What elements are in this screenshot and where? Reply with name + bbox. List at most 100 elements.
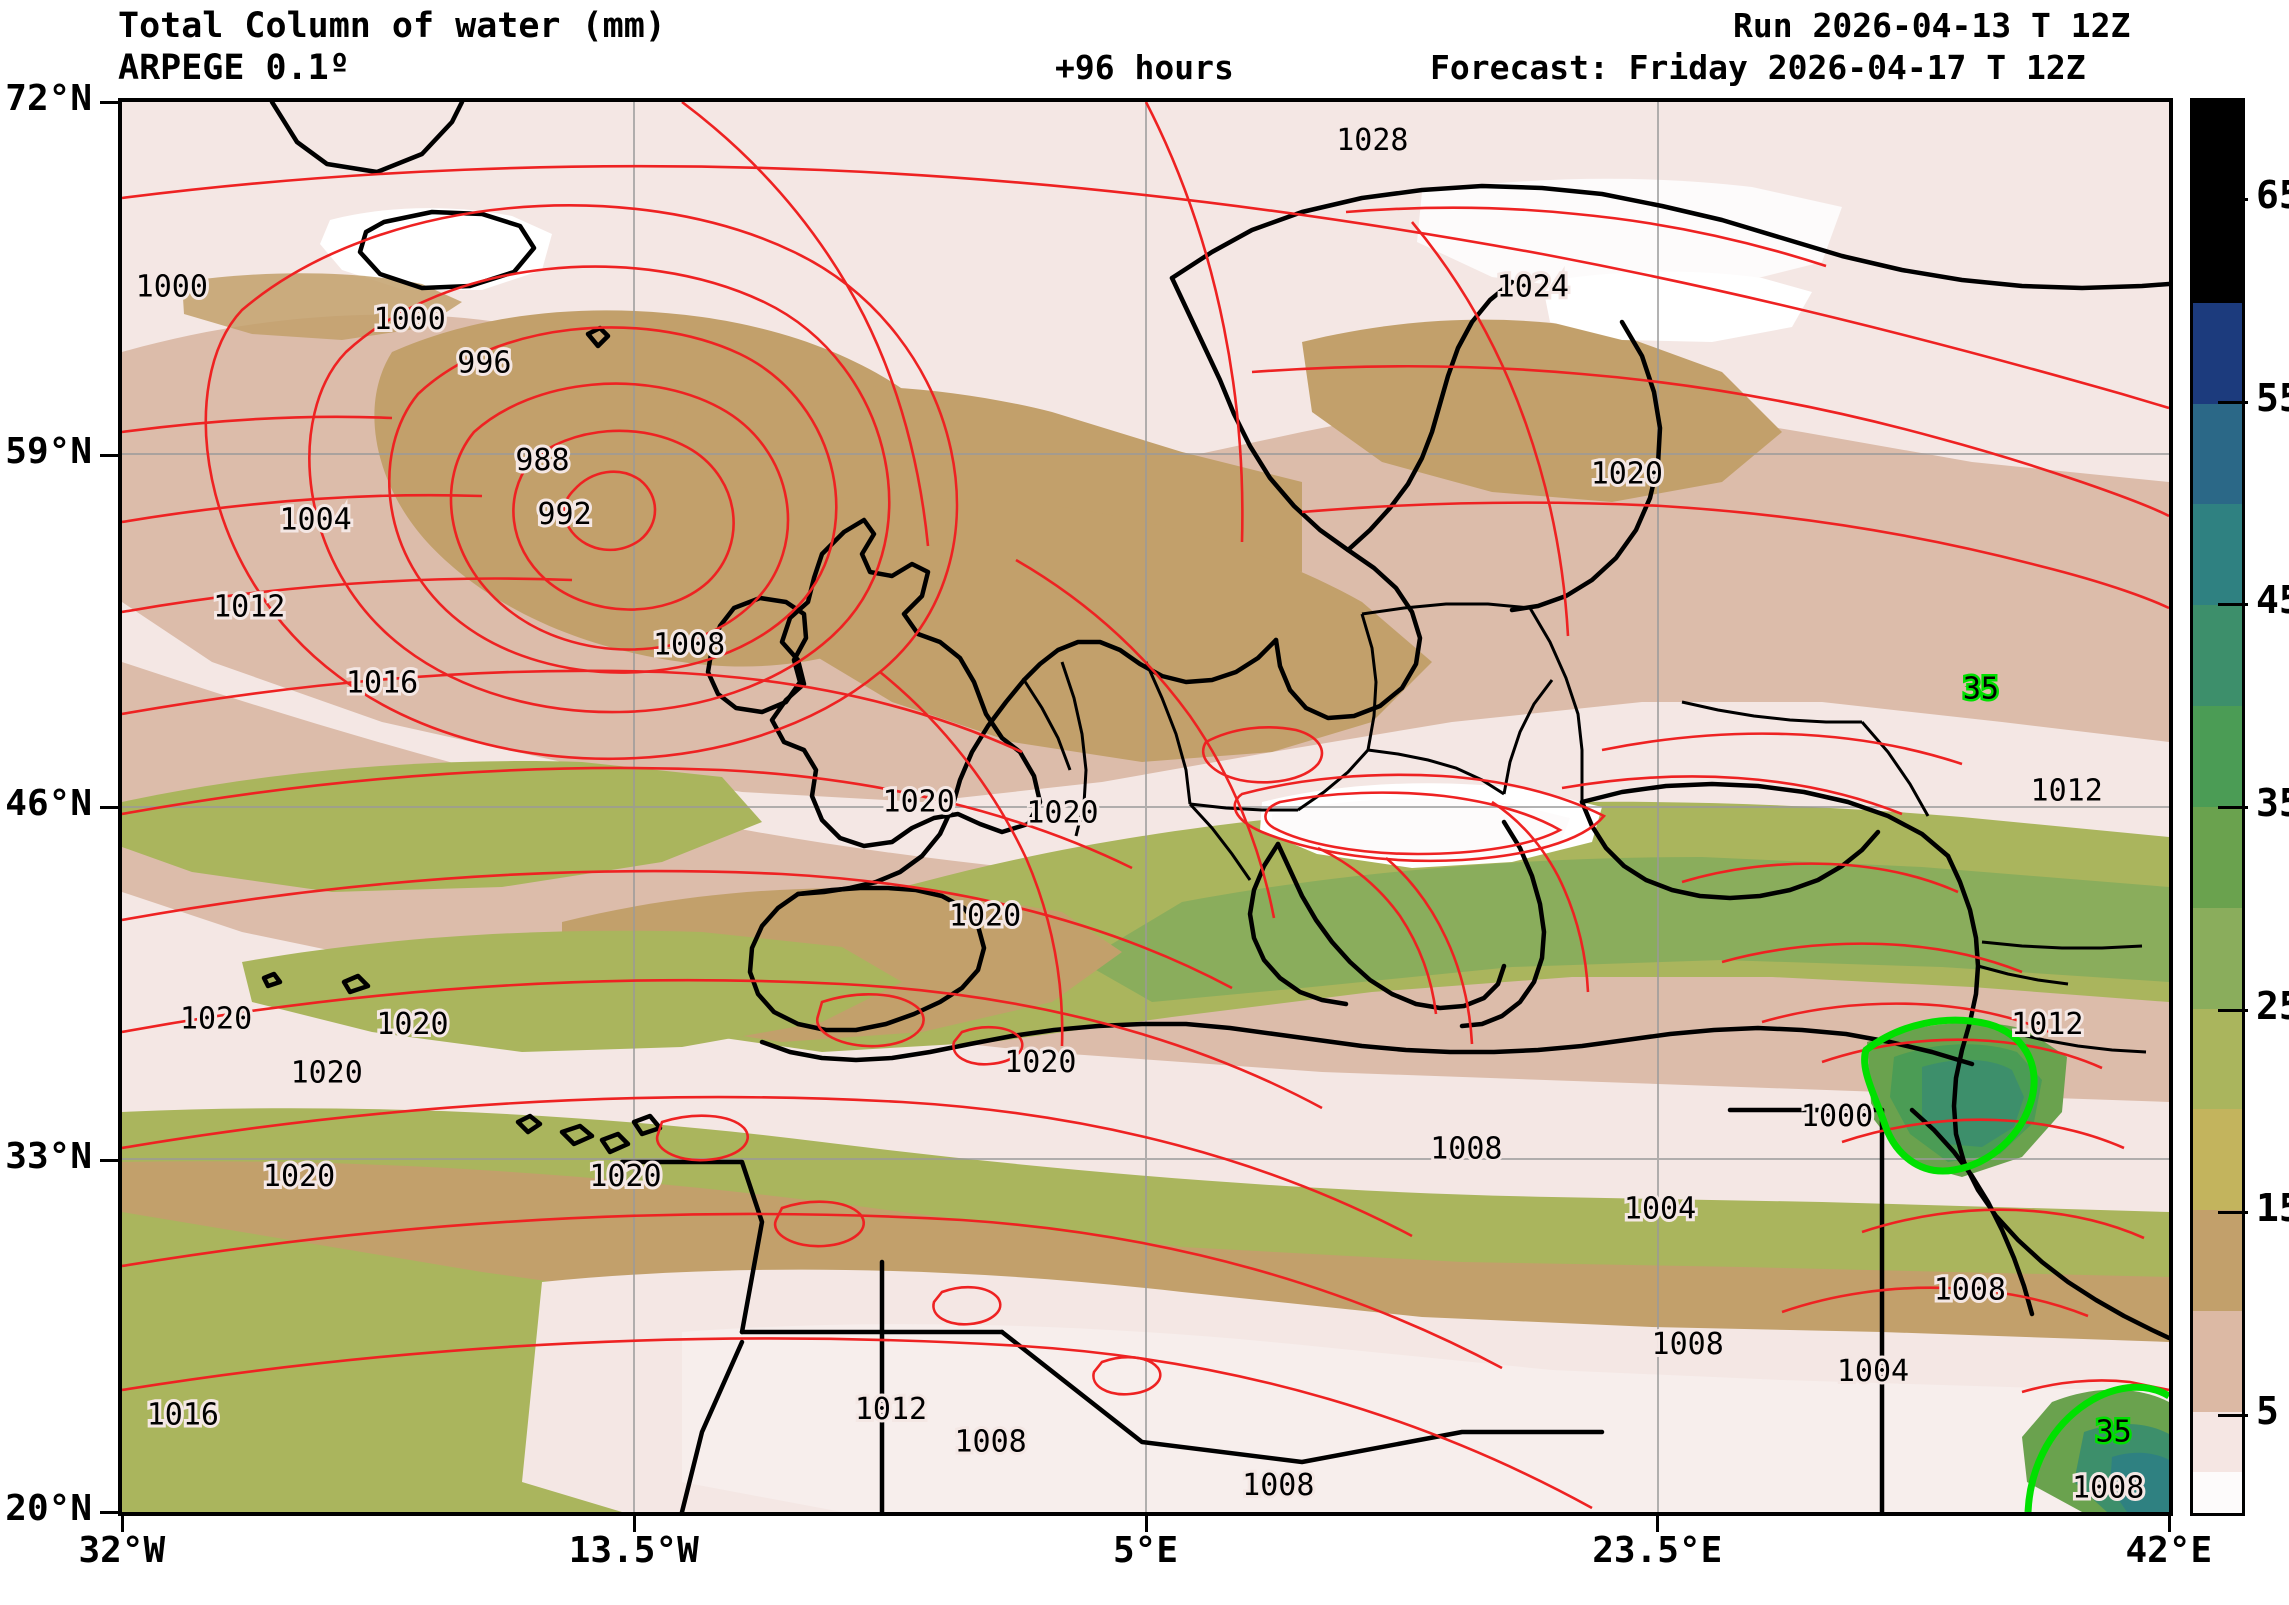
isobar-label: 1012	[2008, 1004, 2086, 1045]
svg-text:1020: 1020	[949, 898, 1021, 933]
isobar-label: 1020	[880, 782, 958, 823]
isobar-label: 1012	[2028, 771, 2106, 812]
isobar-label: 1020	[288, 1053, 366, 1094]
highlight-contour-35	[1861, 1016, 2169, 1512]
isobar-label: 1020	[946, 895, 1024, 936]
isobar-label: 1008	[1427, 1129, 1505, 1170]
isobar-label: 1008	[650, 624, 728, 665]
isobar-label: 1020	[373, 1004, 451, 1045]
colorbar-band	[2193, 1472, 2242, 1513]
colorbar-tick-label: 35	[2256, 781, 2289, 825]
isobar-label: 1004	[1834, 1351, 1912, 1392]
page-title: Total Column of water (mm)	[118, 6, 666, 46]
isobar-label: 1008	[1931, 1270, 2009, 1311]
y-axis-tick	[100, 453, 118, 457]
y-axis-tick	[100, 1158, 118, 1162]
map-plot-area[interactable]: 1000 1000 996 988 992 1004 1012 1008 1016 1028 102…	[118, 98, 2173, 1516]
svg-text:1020: 1020	[291, 1056, 363, 1091]
isobar-label: 1020	[1588, 453, 1666, 494]
isobar-label: 1024	[1494, 266, 1572, 307]
model-label: ARPEGE 0.1º	[118, 48, 350, 88]
x-axis-tick-label: 23.5°E	[1592, 1530, 1723, 1571]
svg-text:1020: 1020	[1026, 795, 1098, 830]
isobar-label: 1016	[343, 662, 421, 703]
y-axis-tick	[100, 806, 118, 809]
isobar-label: 988	[512, 440, 572, 481]
isobar-label: 1012	[852, 1389, 930, 1430]
x-axis-tick-label: 42°E	[2125, 1530, 2213, 1571]
colorbar-tick	[2218, 400, 2248, 404]
colorbar-tick-label: 15	[2256, 1186, 2289, 1231]
isobar-label: 1004	[1621, 1188, 1699, 1229]
svg-text:1008: 1008	[1430, 1132, 1502, 1167]
x-axis-tick	[1656, 1516, 1660, 1532]
colorbar-tick	[2218, 603, 2248, 607]
moisture-contour-label: 35	[1963, 672, 1999, 707]
svg-text:1000: 1000	[136, 269, 208, 304]
x-axis-tick-label: 5°E	[1113, 1530, 1179, 1571]
colorbar-tick	[2218, 198, 2248, 202]
colorbar-band	[2193, 907, 2242, 1009]
isobar-label: 1008	[2069, 1468, 2147, 1509]
svg-text:1020: 1020	[180, 1002, 252, 1037]
x-axis-tick-label: 13.5°W	[568, 1530, 699, 1571]
svg-text:1024: 1024	[1497, 269, 1569, 304]
colorbar-tick	[2218, 1413, 2248, 1417]
isobar-label: 1008	[951, 1422, 1029, 1463]
svg-text:1000: 1000	[1801, 1099, 1873, 1134]
isobar-label: 1008	[1239, 1465, 1317, 1506]
colorbar-band	[2193, 504, 2242, 606]
x-axis-tick	[1144, 1516, 1148, 1532]
colorbar-tick-label: 45	[2256, 578, 2289, 623]
svg-text:1016: 1016	[147, 1397, 219, 1432]
svg-text:1008: 1008	[1242, 1468, 1314, 1503]
svg-text:1000: 1000	[374, 302, 446, 337]
x-axis-tick-label: 32°W	[78, 1530, 166, 1571]
x-axis-tick	[2168, 1516, 2171, 1532]
colorbar-tick	[2218, 1211, 2248, 1215]
colorbar-tick	[2218, 1008, 2248, 1012]
colorbar-band	[2193, 403, 2242, 505]
isobar-label-group: 1000 1000 996 988 992 1004 1012 1008 1016 1028 102…	[133, 120, 2148, 1509]
y-axis-tick-label: 59°N	[5, 430, 92, 472]
colorbar-band	[2193, 1210, 2242, 1312]
y-axis-tick	[100, 101, 118, 104]
colorbar-band	[2193, 101, 2242, 303]
colorbar-band	[2193, 1008, 2242, 1110]
forecast-datetime-label: Forecast: Friday 2026-04-17 T 12Z	[1430, 48, 2086, 87]
isobar-label: 1020	[586, 1156, 664, 1197]
isobars	[122, 102, 2169, 1510]
isobar-label: 1004	[277, 500, 355, 541]
isobar-label: 1020	[1001, 1042, 1079, 1083]
run-datetime-label: Run 2026-04-13 T 12Z	[1733, 6, 2131, 45]
isobar-label: 992	[535, 494, 595, 535]
svg-text:1020: 1020	[263, 1159, 335, 1194]
colorbar-band	[2193, 1411, 2242, 1473]
y-axis-tick-label: 72°N	[5, 78, 92, 119]
svg-text:1016: 1016	[346, 665, 418, 700]
svg-text:1012: 1012	[855, 1392, 927, 1427]
colorbar-band	[2193, 605, 2242, 707]
svg-text:1004: 1004	[1624, 1191, 1696, 1226]
y-axis-tick	[100, 1511, 118, 1514]
svg-text:992: 992	[538, 497, 592, 532]
svg-text:1008: 1008	[653, 627, 725, 662]
isobar-label: 1000	[1798, 1096, 1876, 1137]
colorbar-band	[2193, 806, 2242, 908]
svg-text:1004: 1004	[280, 503, 352, 538]
isobar-label: 996	[454, 342, 514, 383]
svg-text:1004: 1004	[1837, 1354, 1909, 1389]
svg-text:1020: 1020	[1591, 456, 1663, 491]
isobar-label: 1000	[133, 266, 211, 307]
coastlines	[261, 102, 2169, 1512]
isobar-label: 1020	[177, 999, 255, 1040]
colorbar-tick	[2218, 806, 2248, 809]
map-canvas: 1000 1000 996 988 992 1004 1012 1008 1016 1028 102…	[122, 102, 2169, 1512]
colorbar-tick-label: 65	[2256, 173, 2289, 218]
colorbar-band	[2193, 1311, 2242, 1412]
isobar-label: 1016	[144, 1394, 222, 1435]
svg-text:988: 988	[515, 443, 569, 478]
colorbar-tick-label: 25	[2256, 983, 2289, 1028]
y-axis-tick-label: 46°N	[5, 783, 92, 824]
